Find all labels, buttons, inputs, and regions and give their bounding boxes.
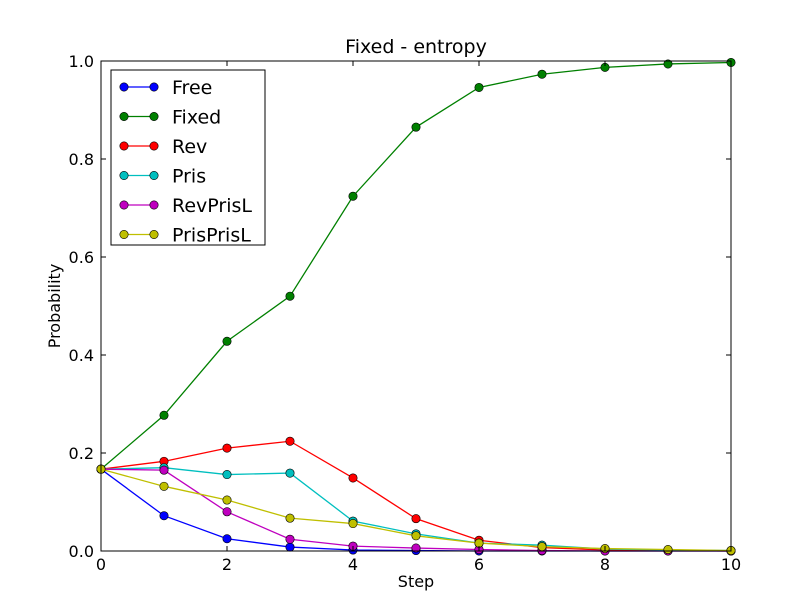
legend-box: [110, 69, 266, 246]
data-point-fixed: [411, 122, 421, 132]
data-point-fixed: [663, 59, 673, 69]
data-point-pris: [285, 468, 295, 478]
chart-title: Fixed - entropy: [345, 36, 487, 58]
legend-marker: [119, 171, 129, 181]
legend-marker: [119, 82, 129, 92]
legend-marker: [149, 141, 159, 151]
legend-label-free: Free: [172, 77, 212, 99]
data-point-revprisl: [411, 543, 421, 553]
data-point-fixed: [285, 291, 295, 301]
data-point-prisprisl: [159, 481, 169, 491]
data-point-free: [159, 511, 169, 521]
data-point-rev: [348, 473, 358, 483]
data-point-free: [222, 534, 232, 544]
legend-marker: [149, 200, 159, 210]
data-point-rev: [411, 514, 421, 524]
y-tick-label: 1.0: [69, 52, 94, 71]
y-tick-label: 0.2: [69, 444, 94, 463]
x-tick-label: 8: [600, 555, 610, 574]
data-point-fixed: [222, 336, 232, 346]
legend-marker: [149, 112, 159, 122]
legend-label-prisprisl: PrisPrisL: [172, 225, 251, 247]
legend-label-pris: Pris: [172, 166, 206, 188]
data-point-fixed: [474, 82, 484, 92]
data-point-revprisl: [159, 465, 169, 475]
legend-label-rev: Rev: [172, 136, 207, 158]
data-point-rev: [222, 443, 232, 453]
legend-marker: [119, 230, 129, 240]
plot-frame: [100, 60, 732, 552]
data-point-prisprisl: [222, 495, 232, 505]
data-point-prisprisl: [348, 519, 358, 529]
data-point-fixed: [348, 191, 358, 201]
y-tick-label: 0.6: [69, 248, 94, 267]
data-point-prisprisl: [411, 531, 421, 541]
legend-marker: [119, 200, 129, 210]
y-tick-label: 0.4: [69, 346, 94, 365]
x-tick-label: 6: [474, 555, 484, 574]
x-axis-label: Step: [398, 572, 434, 591]
legend: Free Fixed Rev Pris RevPrisL PrisPrisL: [110, 69, 266, 247]
legend-marker: [119, 141, 129, 151]
x-tick-label: 2: [222, 555, 232, 574]
x-tick-label: 4: [348, 555, 358, 574]
data-point-revprisl: [222, 507, 232, 517]
legend-marker: [149, 171, 159, 181]
x-tick-label: 0: [96, 555, 106, 574]
data-point-rev: [285, 436, 295, 446]
y-tick-label: 0.8: [69, 150, 94, 169]
y-axis-label: Probability: [45, 264, 64, 349]
legend-marker: [149, 82, 159, 92]
x-tick-label: 10: [721, 555, 741, 574]
data-point-prisprisl: [285, 513, 295, 523]
data-point-prisprisl: [663, 545, 673, 555]
data-point-free: [285, 542, 295, 552]
legend-label-revprisl: RevPrisL: [172, 195, 252, 217]
plot-series: [96, 57, 736, 556]
data-point-fixed: [537, 69, 547, 79]
data-point-fixed: [159, 410, 169, 420]
data-point-pris: [222, 470, 232, 480]
y-tick-label: 0.0: [69, 542, 94, 561]
axis-ticks: 0 2 4 6 8 10 0.0 0.2 0.4 0.6 0.8 1.0: [69, 52, 742, 574]
legend-label-fixed: Fixed: [172, 107, 221, 129]
data-point-revprisl: [285, 534, 295, 544]
legend-marker: [149, 230, 159, 240]
data-point-prisprisl: [537, 542, 547, 552]
legend-marker: [119, 112, 129, 122]
